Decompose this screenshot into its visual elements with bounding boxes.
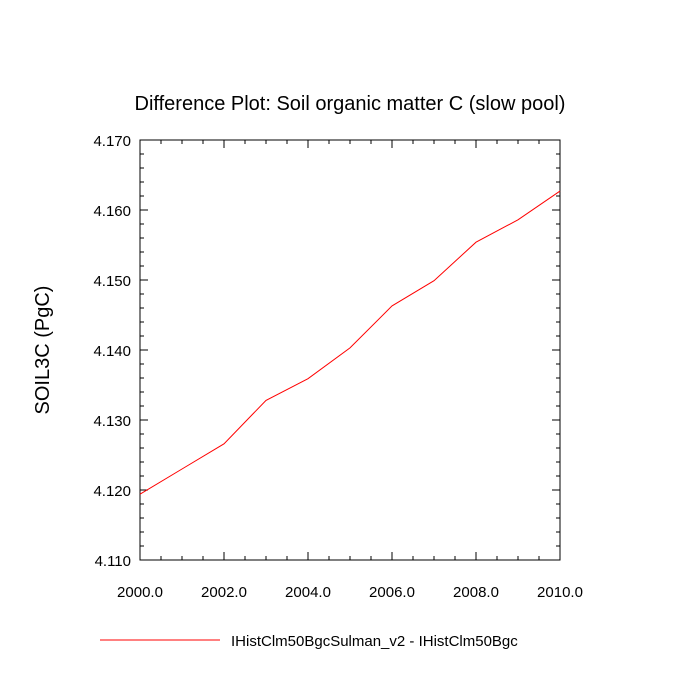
y-tick-label: 4.110 [95, 553, 131, 570]
legend-label: IHistClm50BgcSulman_v2 - IHistClm50Bgc [231, 633, 518, 650]
y-tick-label: 4.130 [93, 413, 131, 430]
x-tick-label: 2000.0 [117, 584, 163, 601]
x-tick-label: 2008.0 [453, 584, 499, 601]
series-layer [139, 190, 561, 495]
axis-ticks [139, 139, 561, 561]
y-tick-label: 4.160 [93, 203, 131, 220]
series-line [139, 190, 561, 495]
x-tick-label: 2006.0 [369, 584, 415, 601]
y-axis-label: SOIL3C (PgC) [32, 286, 54, 415]
x-tick-label: 2010.0 [537, 584, 583, 601]
x-tick-label: 2002.0 [201, 584, 247, 601]
x-tick-label: 2004.0 [285, 584, 331, 601]
x-axis-tick-labels: 2000.0 2002.0 2004.0 2006.0 2008.0 2010.0 [117, 584, 583, 601]
legend: IHistClm50BgcSulman_v2 - IHistClm50Bgc [100, 633, 518, 650]
y-axis-tick-labels: 4.110 4.120 4.130 4.140 4.150 4.160 4.170 [93, 133, 131, 570]
y-tick-label: 4.150 [93, 273, 131, 290]
y-tick-label: 4.140 [93, 343, 131, 360]
plot-frame [139, 139, 561, 561]
y-tick-label: 4.120 [93, 483, 131, 500]
chart-title: Difference Plot: Soil organic matter C (… [135, 93, 566, 115]
y-tick-label: 4.170 [93, 133, 131, 150]
